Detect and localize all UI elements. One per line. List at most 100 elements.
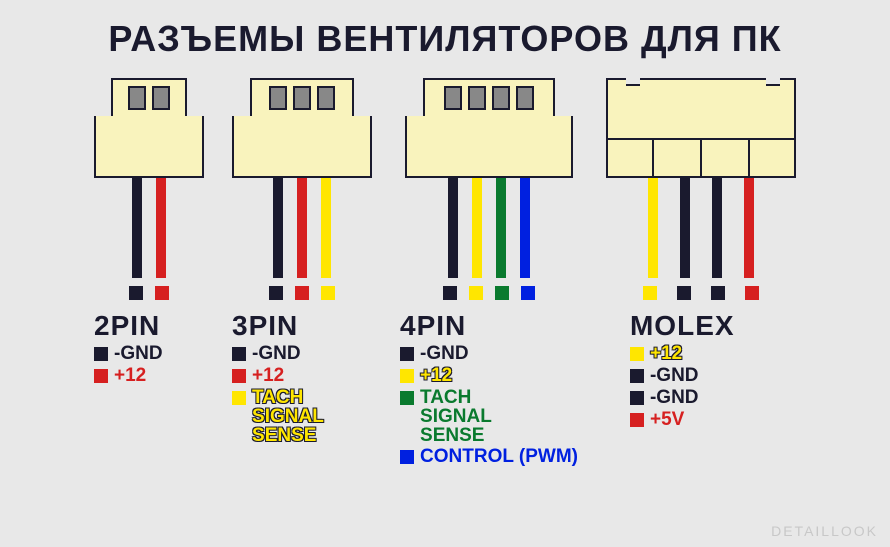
legend-row: +12: [232, 366, 372, 386]
housing-top: [423, 78, 555, 116]
housing-body: [405, 116, 573, 178]
wire: [448, 178, 458, 278]
legend-text: -GND: [650, 388, 699, 408]
housing-body: [94, 116, 204, 178]
housing-top: [250, 78, 354, 116]
legend-row: +12: [400, 366, 578, 386]
wire: [273, 178, 283, 278]
connector-label: 3PIN: [232, 310, 372, 342]
legend-color-square: [400, 450, 414, 464]
terminals: [129, 286, 169, 300]
terminal: [677, 286, 691, 300]
wires: [132, 178, 166, 278]
housing-body: [232, 116, 372, 178]
connector-4pin: 4PIN-GND+12TACH SIGNAL SENSECONTROL (PWM…: [400, 78, 578, 467]
wire: [712, 178, 722, 278]
housing-top: [111, 78, 187, 116]
terminals: [643, 286, 759, 300]
pin-hole: [468, 86, 486, 110]
terminal: [469, 286, 483, 300]
pin-hole: [128, 86, 146, 110]
pin-hole: [269, 86, 287, 110]
legend-color-square: [630, 347, 644, 361]
pin-hole: [492, 86, 510, 110]
wire: [156, 178, 166, 278]
pin-hole: [317, 86, 335, 110]
legend-text: CONTROL (PWM): [420, 447, 578, 467]
terminal: [269, 286, 283, 300]
legend-color-square: [232, 369, 246, 383]
legend-text: +12: [252, 366, 284, 386]
connector-label: MOLEX: [630, 310, 796, 342]
legend-color-square: [630, 413, 644, 427]
legend-color-square: [400, 369, 414, 383]
connectors-row: 2PIN-GND+123PIN-GND+12TACH SIGNAL SENSE4…: [0, 78, 890, 467]
legend-text: -GND: [252, 344, 301, 364]
legend-text: -GND: [420, 344, 469, 364]
wire: [297, 178, 307, 278]
connector-3pin: 3PIN-GND+12TACH SIGNAL SENSE: [232, 78, 372, 467]
connector-molex: MOLEX+12-GND-GND+5V: [606, 78, 796, 467]
wire: [520, 178, 530, 278]
wire: [680, 178, 690, 278]
legend-text: TACH SIGNAL SENSE: [252, 388, 324, 445]
legend-color-square: [232, 347, 246, 361]
page-title: РАЗЪЕМЫ ВЕНТИЛЯТОРОВ ДЛЯ ПК: [0, 0, 890, 60]
wire: [648, 178, 658, 278]
legend-row: -GND: [232, 344, 372, 364]
wires: [273, 178, 331, 278]
legend-color-square: [400, 391, 414, 405]
legend-text: TACH SIGNAL SENSE: [420, 388, 492, 445]
legend-color-square: [94, 369, 108, 383]
wires: [648, 178, 754, 278]
pin-hole: [516, 86, 534, 110]
terminal: [521, 286, 535, 300]
legend-text: +12: [650, 344, 682, 364]
pin-hole: [293, 86, 311, 110]
legend-row: TACH SIGNAL SENSE: [400, 388, 578, 445]
legend-text: +12: [420, 366, 452, 386]
legend-row: TACH SIGNAL SENSE: [232, 388, 372, 445]
legend: 2PIN-GND+12: [94, 310, 204, 386]
legend-row: -GND: [630, 366, 796, 386]
molex-housing: [606, 78, 796, 178]
legend-color-square: [630, 369, 644, 383]
connector-label: 4PIN: [400, 310, 578, 342]
terminal: [155, 286, 169, 300]
legend-text: -GND: [650, 366, 699, 386]
legend-row: -GND: [400, 344, 578, 364]
pin-hole: [152, 86, 170, 110]
legend-color-square: [232, 391, 246, 405]
terminal: [295, 286, 309, 300]
terminal: [711, 286, 725, 300]
connector-2pin: 2PIN-GND+12: [94, 78, 204, 467]
legend-row: -GND: [630, 388, 796, 408]
watermark: DETAILLOOK: [771, 523, 878, 539]
pin-hole: [444, 86, 462, 110]
legend-color-square: [94, 347, 108, 361]
legend-row: CONTROL (PWM): [400, 447, 578, 467]
legend-row: +5V: [630, 410, 796, 430]
wire: [472, 178, 482, 278]
legend-color-square: [630, 391, 644, 405]
legend-text: +5V: [650, 410, 684, 430]
terminals: [269, 286, 335, 300]
legend-color-square: [400, 347, 414, 361]
terminal: [745, 286, 759, 300]
wire: [496, 178, 506, 278]
terminals: [443, 286, 535, 300]
terminal: [321, 286, 335, 300]
wire: [744, 178, 754, 278]
legend-row: -GND: [94, 344, 204, 364]
terminal: [495, 286, 509, 300]
terminal: [443, 286, 457, 300]
terminal: [129, 286, 143, 300]
legend-text: +12: [114, 366, 146, 386]
legend-row: +12: [94, 366, 204, 386]
legend-row: +12: [630, 344, 796, 364]
legend: 4PIN-GND+12TACH SIGNAL SENSECONTROL (PWM…: [400, 310, 578, 467]
wire: [132, 178, 142, 278]
wires: [448, 178, 530, 278]
legend: MOLEX+12-GND-GND+5V: [606, 310, 796, 430]
legend: 3PIN-GND+12TACH SIGNAL SENSE: [232, 310, 372, 445]
